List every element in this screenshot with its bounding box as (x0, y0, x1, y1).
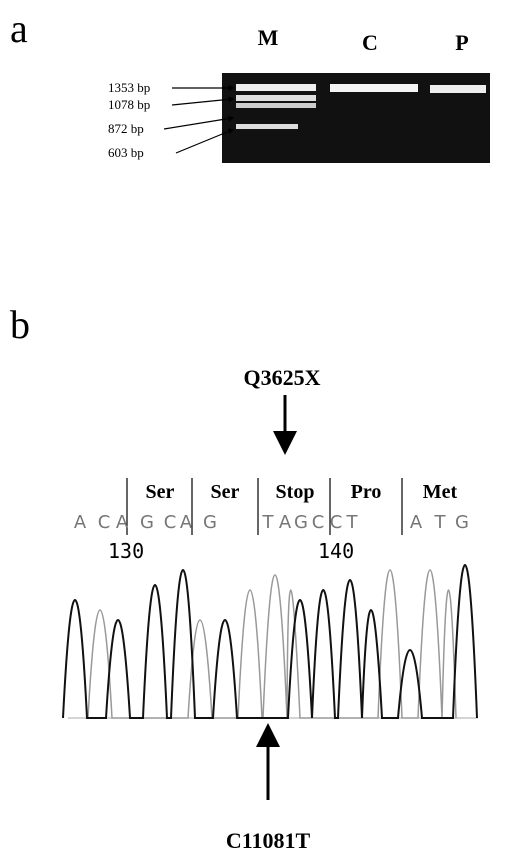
base: G (294, 512, 308, 533)
base: A (116, 512, 129, 533)
amino-acid: Pro (351, 481, 382, 503)
marker-label: 1353 bp (108, 80, 150, 95)
base: C (98, 512, 111, 533)
base: G (140, 512, 154, 533)
lane-label: P (455, 30, 468, 55)
amino-acid: Stop (276, 481, 315, 503)
base: T (262, 512, 275, 533)
marker-label: 1078 bp (108, 97, 150, 112)
lane-label: M (258, 25, 279, 50)
mutation-label: Q3625X (244, 365, 321, 390)
base: A (74, 512, 87, 533)
marker-label: 603 bp (108, 145, 144, 160)
panel-label: b (10, 302, 30, 347)
position-label: 140 (318, 539, 354, 563)
figure: a M C P 1353 bp 1078 bp 872 bp 603 bp b … (0, 0, 515, 861)
chromatogram (63, 565, 478, 718)
base: A (180, 512, 193, 533)
amino-acid: Ser (211, 481, 240, 503)
base: T (346, 512, 359, 533)
gel (222, 73, 490, 163)
base: G (203, 512, 217, 533)
amino-acid: Ser (146, 481, 175, 503)
base: G (455, 512, 469, 533)
amino-acid: Met (423, 481, 458, 503)
lane-label: C (362, 30, 378, 55)
position-label: 130 (108, 539, 144, 563)
marker-arrows (164, 88, 232, 153)
base: A (410, 512, 423, 533)
base: C (312, 512, 325, 533)
base: A (279, 512, 292, 533)
nucleotide-change: C11081T (226, 828, 311, 853)
marker-label: 872 bp (108, 121, 144, 136)
base: C (330, 512, 343, 533)
base: C (164, 512, 177, 533)
base: T (434, 512, 447, 533)
panel-label: a (10, 6, 28, 51)
